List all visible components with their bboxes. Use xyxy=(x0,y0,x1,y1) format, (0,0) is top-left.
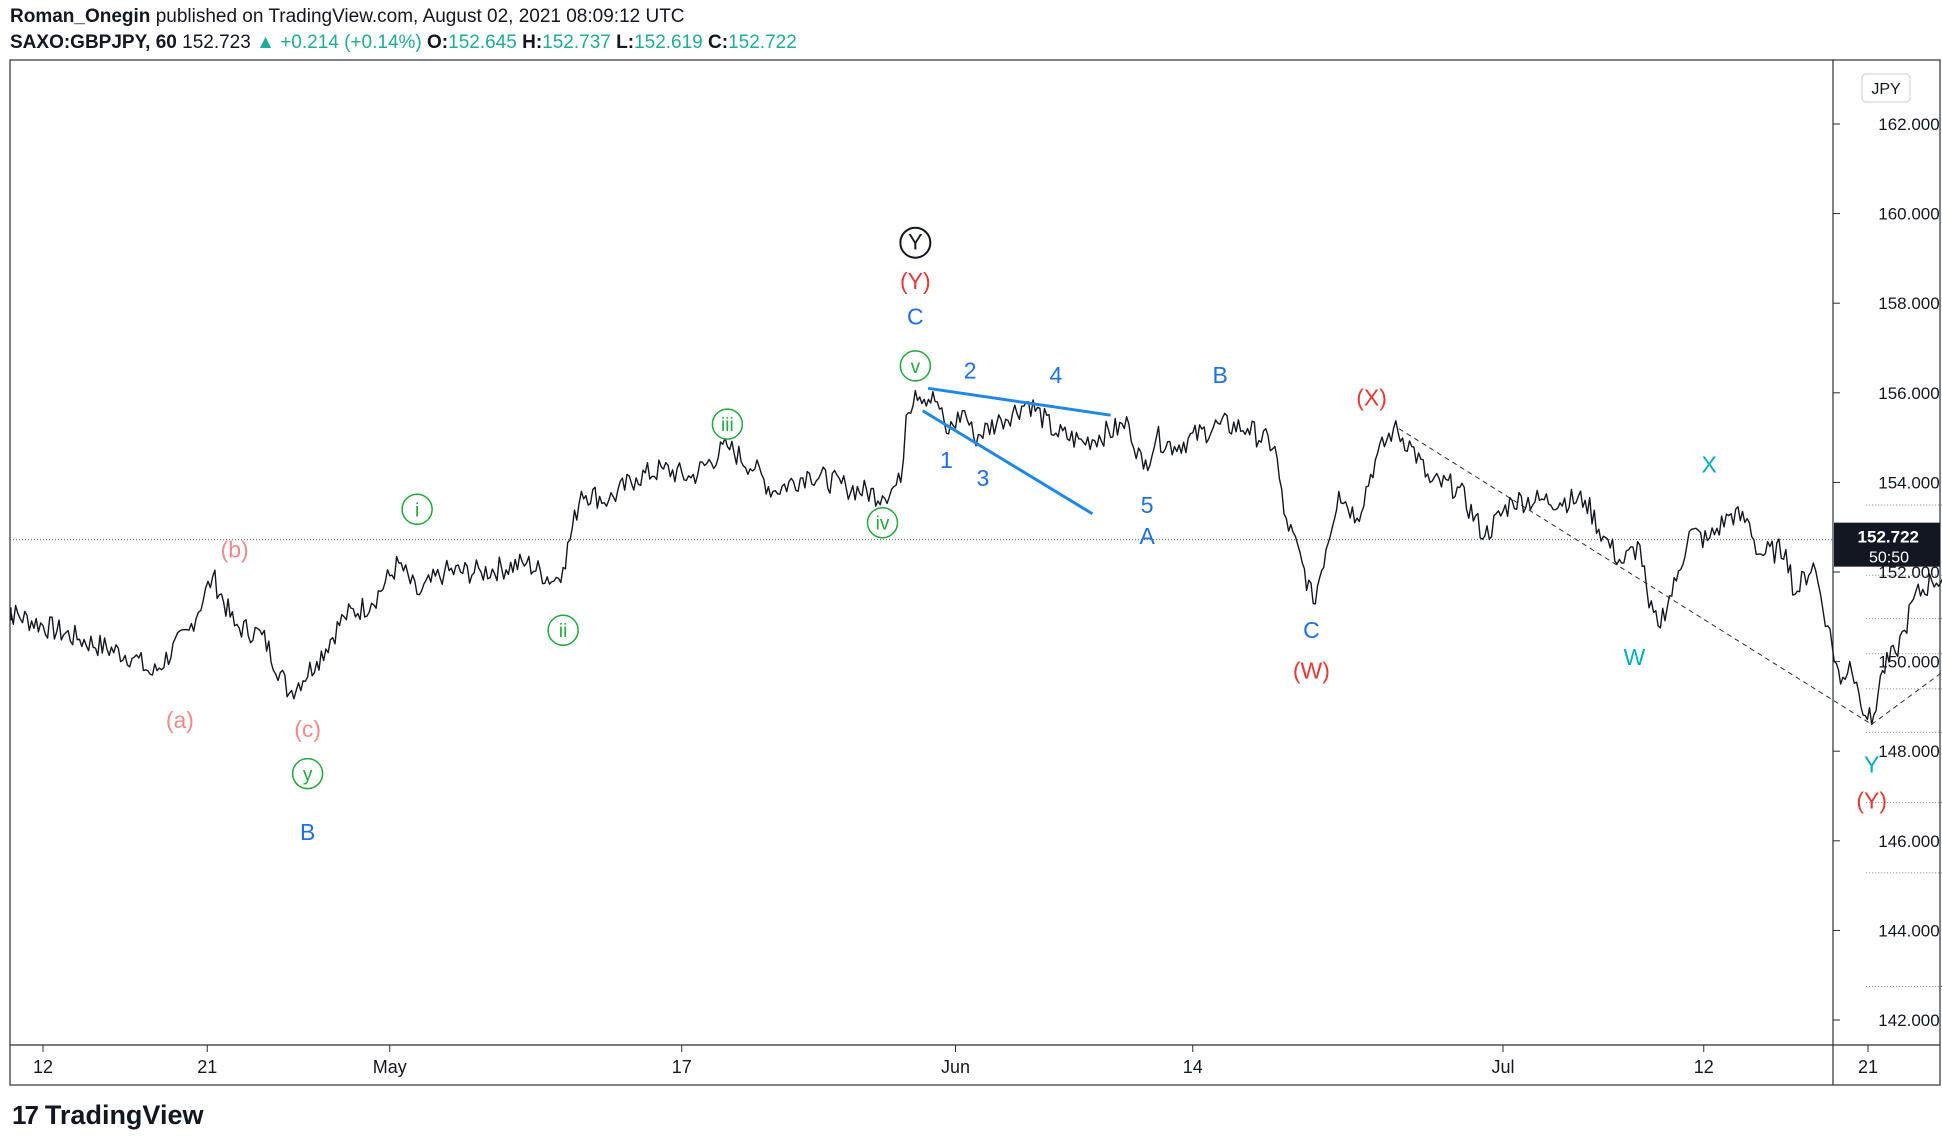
x-tick-label: 12 xyxy=(1694,1057,1714,1077)
last-price-badge xyxy=(1834,522,1940,567)
wave-label: 4 xyxy=(1049,362,1062,388)
wave-label: C xyxy=(907,304,924,330)
x-tick-label: 21 xyxy=(197,1057,217,1077)
open-value: 152.645 xyxy=(448,32,517,53)
y-tick-label: 144.000 xyxy=(1878,921,1939,940)
bar-countdown: 50:50 xyxy=(1869,550,1909,567)
wave-label: y xyxy=(303,765,313,786)
wave-label: (c) xyxy=(294,716,321,742)
wave-label: (a) xyxy=(166,707,194,733)
wave-label-circle xyxy=(401,493,433,526)
wave-label: B xyxy=(1212,362,1227,388)
wave-label: 3 xyxy=(976,465,989,491)
wave-label: iii xyxy=(721,415,734,436)
last-price: 152.723 xyxy=(182,32,251,53)
wave-label: A xyxy=(1139,523,1155,549)
wedge-trend-line xyxy=(921,409,1094,516)
wave-label: (Y) xyxy=(900,268,931,294)
tradingview-logo-icon: 17 xyxy=(12,1100,39,1130)
publish-info: Roman_Onegin published on TradingView.co… xyxy=(10,6,685,28)
x-tick-label: Jul xyxy=(1491,1057,1514,1077)
close-label: C: xyxy=(708,32,729,53)
wave-label: iv xyxy=(876,514,890,535)
brand-name: TradingView xyxy=(44,1100,204,1130)
wave-label: 2 xyxy=(964,357,977,383)
wave-label: (X) xyxy=(1356,384,1387,410)
y-tick-label: 142.000 xyxy=(1878,1011,1939,1030)
y-tick-label: 156.000 xyxy=(1878,384,1939,403)
wave-label-circle xyxy=(899,350,932,382)
wave-label-circle xyxy=(899,226,932,259)
y-tick-label: 148.000 xyxy=(1878,742,1939,761)
wave-label-circle xyxy=(711,408,744,440)
low-label: L: xyxy=(616,32,635,53)
wave-label: Y xyxy=(1864,752,1879,778)
currency-label: JPY xyxy=(1871,81,1901,98)
wave-label: 5 xyxy=(1141,492,1154,518)
currency-box xyxy=(1861,73,1911,103)
symbol-info: SAXO:GBPJPY, 60 152.723 ▲ +0.214 (+0.14%… xyxy=(10,32,797,54)
symbol-label[interactable]: SAXO:GBPJPY, 60 xyxy=(10,32,177,53)
y-tick-label: 158.000 xyxy=(1878,294,1939,313)
author-name[interactable]: Roman_Onegin xyxy=(10,6,151,27)
chart-frame xyxy=(9,59,1941,1086)
wave-label: B xyxy=(300,819,315,845)
wave-label: (Y) xyxy=(1856,787,1887,813)
wave-label-circle xyxy=(291,757,324,790)
wave-label: X xyxy=(1702,451,1717,477)
wave-label: C xyxy=(1303,617,1320,643)
x-tick-label: May xyxy=(373,1057,407,1077)
y-tick-label: 162.000 xyxy=(1878,115,1939,134)
x-tick-label: 14 xyxy=(1183,1057,1203,1077)
wave-label: v xyxy=(911,357,921,378)
x-tick-label: 12 xyxy=(33,1057,53,1077)
low-value: 152.619 xyxy=(634,32,703,53)
wave-label: (W) xyxy=(1293,658,1330,684)
wave-label: Y xyxy=(908,230,923,255)
x-tick-label: Jun xyxy=(941,1057,970,1077)
x-tick-label: 21 xyxy=(1858,1057,1878,1077)
wave-label-circle xyxy=(866,506,899,539)
close-value: 152.722 xyxy=(728,32,797,53)
high-label: H: xyxy=(522,32,543,53)
wave-label: (b) xyxy=(221,537,249,563)
published-text: published on TradingView.com, August 02,… xyxy=(155,6,685,27)
open-label: O: xyxy=(427,32,449,53)
y-tick-label: 152.000 xyxy=(1878,563,1939,582)
footer-brand[interactable]: 17 TradingView xyxy=(12,1100,203,1131)
y-tick-label: 154.000 xyxy=(1878,473,1939,492)
high-value: 152.737 xyxy=(542,32,611,53)
price-series-line xyxy=(10,389,1942,725)
wedge-trend-line xyxy=(927,386,1111,417)
up-arrow-icon: ▲ xyxy=(256,32,275,53)
y-tick-label: 150.000 xyxy=(1878,653,1939,672)
y-tick-label: 146.000 xyxy=(1878,832,1939,851)
fib-trend-line xyxy=(1398,428,1872,725)
price-change: +0.214 (+0.14%) xyxy=(280,32,422,53)
y-tick-label: 160.000 xyxy=(1878,205,1939,224)
wave-label-circle xyxy=(547,614,579,646)
wave-label: ii xyxy=(559,621,567,642)
wave-label: 1 xyxy=(940,447,953,473)
x-tick-label: 17 xyxy=(672,1057,692,1077)
last-price-badge-value: 152.722 xyxy=(1858,528,1919,547)
wave-label: W xyxy=(1624,644,1646,670)
wave-label: i xyxy=(415,500,419,521)
